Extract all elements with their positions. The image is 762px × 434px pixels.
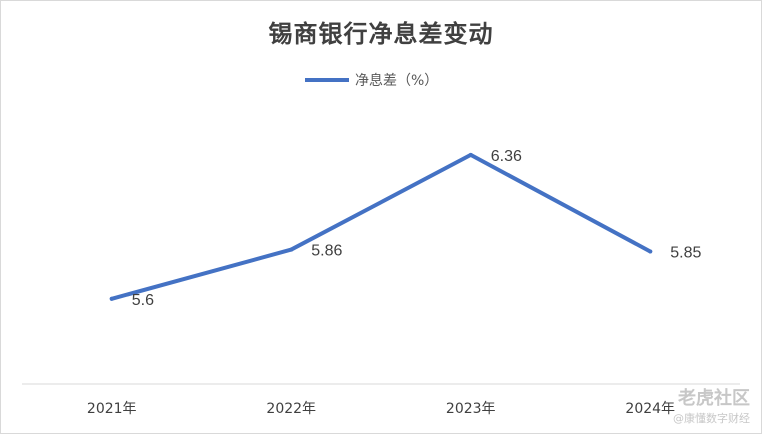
data-point — [109, 296, 114, 301]
legend-label: 净息差（%） — [355, 73, 439, 89]
watermark-account: @康懂数字财经 — [673, 412, 750, 425]
x-tick-label: 2023年 — [446, 401, 496, 417]
data-label: 5.6 — [132, 292, 154, 309]
data-label: 5.86 — [311, 243, 342, 260]
series-line — [109, 152, 653, 301]
chart-title: 锡商银行净息差变动 — [268, 19, 494, 48]
data-point — [289, 247, 294, 252]
data-label: 6.36 — [491, 148, 522, 165]
x-tick-label: 2024年 — [625, 401, 675, 417]
watermark-brand: 老虎社区 — [678, 388, 750, 409]
data-point — [468, 152, 473, 157]
watermark: 老虎社区 @康懂数字财经 — [673, 384, 750, 426]
x-tick-label: 2021年 — [87, 401, 137, 417]
legend: 净息差（%） — [305, 70, 438, 90]
legend-swatch — [305, 78, 349, 82]
x-tick-label: 2022年 — [266, 401, 316, 417]
data-point — [648, 249, 653, 254]
data-label: 5.85 — [670, 244, 701, 261]
